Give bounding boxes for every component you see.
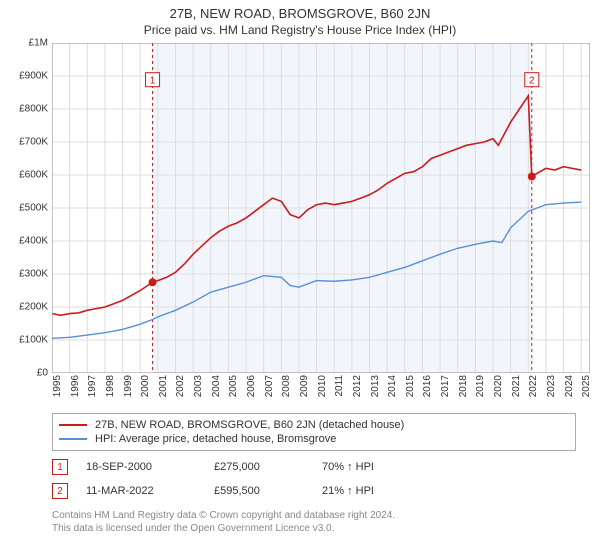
- x-tick-label: 2001: [158, 375, 169, 397]
- legend-box: 27B, NEW ROAD, BROMSGROVE, B60 2JN (deta…: [52, 413, 576, 451]
- footer-attribution: Contains HM Land Registry data © Crown c…: [52, 509, 576, 535]
- x-tick-label: 2020: [493, 375, 504, 397]
- sale-event-marker: 1: [52, 459, 68, 475]
- footer-line-2: This data is licensed under the Open Gov…: [52, 522, 576, 535]
- x-tick-label: 1999: [123, 375, 134, 397]
- sale-event-row: 2 11-MAR-2022 £595,500 21% ↑ HPI: [52, 479, 576, 503]
- x-tick-label: 2006: [246, 375, 257, 397]
- x-tick-label: 2018: [458, 375, 469, 397]
- y-tick-label: £0: [37, 368, 48, 379]
- sale-event-marker: 2: [52, 483, 68, 499]
- legend-label: 27B, NEW ROAD, BROMSGROVE, B60 2JN (deta…: [95, 419, 404, 431]
- sale-event-price: £595,500: [214, 485, 304, 497]
- x-tick-label: 1996: [70, 375, 81, 397]
- sale-event-delta: 21% ↑ HPI: [322, 485, 432, 497]
- sale-event-date: 18-SEP-2000: [86, 461, 196, 473]
- y-tick-label: £100K: [19, 335, 48, 346]
- y-tick-label: £500K: [19, 203, 48, 214]
- chart-container: 27B, NEW ROAD, BROMSGROVE, B60 2JN Price…: [0, 0, 600, 535]
- y-tick-label: £900K: [19, 71, 48, 82]
- x-tick-label: 1997: [87, 375, 98, 397]
- sale-event-row: 1 18-SEP-2000 £275,000 70% ↑ HPI: [52, 455, 576, 479]
- svg-text:1: 1: [150, 76, 156, 87]
- x-tick-label: 2000: [140, 375, 151, 397]
- y-axis: £0£100K£200K£300K£400K£500K£600K£700K£80…: [0, 43, 52, 373]
- y-tick-label: £700K: [19, 137, 48, 148]
- x-tick-label: 2012: [352, 375, 363, 397]
- legend-item: HPI: Average price, detached house, Brom…: [59, 432, 569, 446]
- legend-swatch: [59, 438, 87, 440]
- x-tick-label: 2005: [228, 375, 239, 397]
- x-tick-label: 2014: [387, 375, 398, 397]
- plot-svg: 12: [52, 43, 590, 373]
- svg-text:2: 2: [529, 76, 535, 87]
- x-tick-label: 2024: [564, 375, 575, 397]
- sale-event-price: £275,000: [214, 461, 304, 473]
- chart-area: £0£100K£200K£300K£400K£500K£600K£700K£80…: [0, 43, 600, 373]
- x-tick-label: 2025: [581, 375, 592, 397]
- x-tick-label: 2004: [211, 375, 222, 397]
- x-tick-label: 2023: [546, 375, 557, 397]
- x-tick-label: 2003: [193, 375, 204, 397]
- x-tick-label: 2021: [511, 375, 522, 397]
- y-tick-label: £400K: [19, 236, 48, 247]
- x-tick-label: 1995: [52, 375, 63, 397]
- x-tick-label: 2011: [334, 375, 345, 397]
- x-tick-label: 2017: [440, 375, 451, 397]
- x-tick-label: 1998: [105, 375, 116, 397]
- y-tick-label: £300K: [19, 269, 48, 280]
- x-axis: 1995 1996 1997 1998 1999 2000 2001 2002 2003 2004…: [52, 373, 590, 407]
- sales-events: 1 18-SEP-2000 £275,000 70% ↑ HPI 2 11-MAR-202…: [52, 455, 576, 503]
- y-tick-label: £1M: [29, 38, 48, 49]
- x-tick-label: 2015: [405, 375, 416, 397]
- x-tick-label: 2016: [422, 375, 433, 397]
- footer-line-1: Contains HM Land Registry data © Crown c…: [52, 509, 576, 522]
- y-tick-label: £200K: [19, 302, 48, 313]
- legend-swatch: [59, 424, 87, 426]
- x-tick-label: 2022: [528, 375, 539, 397]
- x-tick-label: 2007: [264, 375, 275, 397]
- x-tick-label: 2002: [175, 375, 186, 397]
- x-tick-label: 2010: [317, 375, 328, 397]
- x-tick-label: 2008: [281, 375, 292, 397]
- x-tick-label: 2013: [370, 375, 381, 397]
- x-tick-label: 2019: [475, 375, 486, 397]
- legend-item: 27B, NEW ROAD, BROMSGROVE, B60 2JN (deta…: [59, 418, 569, 432]
- chart-title: 27B, NEW ROAD, BROMSGROVE, B60 2JN: [0, 0, 600, 21]
- y-tick-label: £600K: [19, 170, 48, 181]
- plot-area: 12: [52, 43, 590, 373]
- sale-event-date: 11-MAR-2022: [86, 485, 196, 497]
- legend-label: HPI: Average price, detached house, Brom…: [95, 433, 336, 445]
- y-tick-label: £800K: [19, 104, 48, 115]
- sale-event-delta: 70% ↑ HPI: [322, 461, 432, 473]
- x-axis-row: 1995 1996 1997 1998 1999 2000 2001 2002 2003 2004…: [0, 373, 600, 407]
- x-tick-label: 2009: [299, 375, 310, 397]
- chart-subtitle: Price paid vs. HM Land Registry's House …: [0, 21, 600, 43]
